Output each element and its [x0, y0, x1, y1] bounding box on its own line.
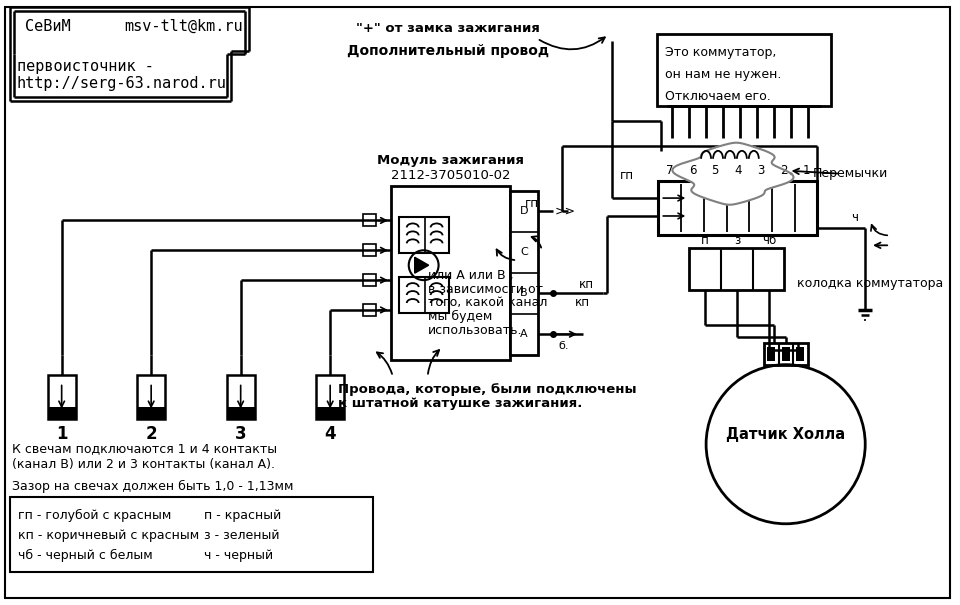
Text: з: з	[733, 234, 740, 247]
Bar	[510, 191, 538, 355]
Text: 2: 2	[145, 425, 157, 443]
Bar	[137, 407, 165, 419]
Bar	[316, 407, 344, 419]
Text: мы будем: мы будем	[427, 310, 492, 324]
Text: B: B	[520, 288, 528, 298]
Bar	[767, 347, 775, 361]
Text: 2112-3705010-02: 2112-3705010-02	[391, 169, 511, 182]
Text: http://serg-63.narod.ru: http://serg-63.narod.ru	[17, 76, 227, 91]
Text: Отключаем его.: Отключаем его.	[665, 90, 771, 103]
Text: Перемычки: Перемычки	[813, 167, 888, 180]
Text: 4: 4	[734, 164, 742, 177]
Text: 6: 6	[688, 164, 696, 177]
Text: ч - черный: ч - черный	[204, 549, 273, 562]
Text: 2: 2	[780, 164, 787, 177]
Text: К свечам подключаются 1 и 4 контакты: К свечам подключаются 1 и 4 контакты	[12, 442, 277, 455]
Bar	[48, 374, 76, 419]
Text: ч: ч	[852, 212, 858, 224]
Text: гп: гп	[525, 197, 540, 210]
Text: 3: 3	[757, 164, 764, 177]
Bar	[227, 374, 254, 419]
Text: Это коммутатор,: Это коммутатор,	[665, 46, 777, 59]
Text: Провода, которые, были подключены: Провода, которые, были подключены	[338, 383, 636, 396]
Text: чб: чб	[761, 234, 776, 247]
Text: "+" от замка зажигания: "+" от замка зажигания	[355, 22, 540, 35]
Text: 5: 5	[711, 164, 719, 177]
Bar	[796, 347, 804, 361]
Bar	[48, 407, 76, 419]
Polygon shape	[672, 143, 794, 204]
Text: 7: 7	[666, 164, 674, 177]
Bar	[316, 374, 344, 419]
Text: 3: 3	[235, 425, 247, 443]
Text: или А или В ,: или А или В ,	[427, 269, 514, 282]
Text: >>: >>	[555, 204, 576, 218]
Text: к штатной катушке зажигания.: к штатной катушке зажигания.	[338, 397, 583, 410]
Text: 4: 4	[324, 425, 336, 443]
Text: D: D	[520, 206, 528, 216]
Text: (канал В) или 2 и 3 контакты (канал А).: (канал В) или 2 и 3 контакты (канал А).	[12, 457, 275, 471]
Text: СеВиМ: СеВиМ	[25, 19, 70, 34]
Text: п: п	[701, 234, 709, 247]
Text: б.: б.	[558, 341, 568, 351]
Bar	[391, 186, 510, 360]
Text: он нам не нужен.: он нам не нужен.	[665, 68, 781, 80]
Text: первоисточник -: первоисточник -	[17, 59, 154, 74]
Text: з - зеленый: з - зеленый	[204, 529, 279, 542]
Bar	[764, 343, 807, 365]
Text: 1: 1	[803, 164, 810, 177]
Text: Зазор на свечах должен быть 1,0 - 1,13мм: Зазор на свечах должен быть 1,0 - 1,13мм	[12, 479, 294, 492]
Bar	[781, 347, 790, 361]
Text: C: C	[520, 247, 528, 257]
Bar	[658, 34, 831, 106]
Text: чб - черный с белым: чб - черный с белым	[18, 549, 153, 562]
Text: msv-tlt@km.ru: msv-tlt@km.ru	[124, 19, 243, 34]
Text: 1: 1	[56, 425, 67, 443]
Text: п - красный: п - красный	[204, 509, 281, 522]
Bar	[398, 277, 448, 313]
Text: колодка коммутатора: колодка коммутатора	[797, 276, 944, 290]
Bar	[363, 304, 376, 316]
Bar	[659, 181, 818, 235]
Polygon shape	[415, 257, 428, 273]
Text: кп - коричневый с красным: кп - коричневый с красным	[18, 529, 199, 542]
Text: Модуль зажигания: Модуль зажигания	[377, 154, 524, 168]
Bar	[10, 497, 372, 572]
Text: в зависимости от: в зависимости от	[427, 283, 542, 296]
Bar	[398, 217, 448, 253]
Bar	[363, 274, 376, 286]
Bar	[227, 407, 254, 419]
Bar	[137, 374, 165, 419]
Bar	[363, 215, 376, 226]
Bar	[363, 244, 376, 257]
Text: кп: кп	[579, 278, 594, 291]
Text: того, какой канал: того, какой канал	[427, 296, 547, 310]
Text: кп: кп	[575, 296, 590, 309]
Text: гп - голубой с красным: гп - голубой с красным	[18, 509, 171, 522]
Text: A: A	[520, 329, 528, 339]
Bar	[689, 248, 783, 290]
Text: Дополнительный провод: Дополнительный провод	[347, 44, 548, 59]
Text: гп: гп	[619, 169, 634, 182]
Text: использовать.: использовать.	[427, 324, 522, 338]
Text: Датчик Холла: Датчик Холла	[726, 427, 845, 442]
